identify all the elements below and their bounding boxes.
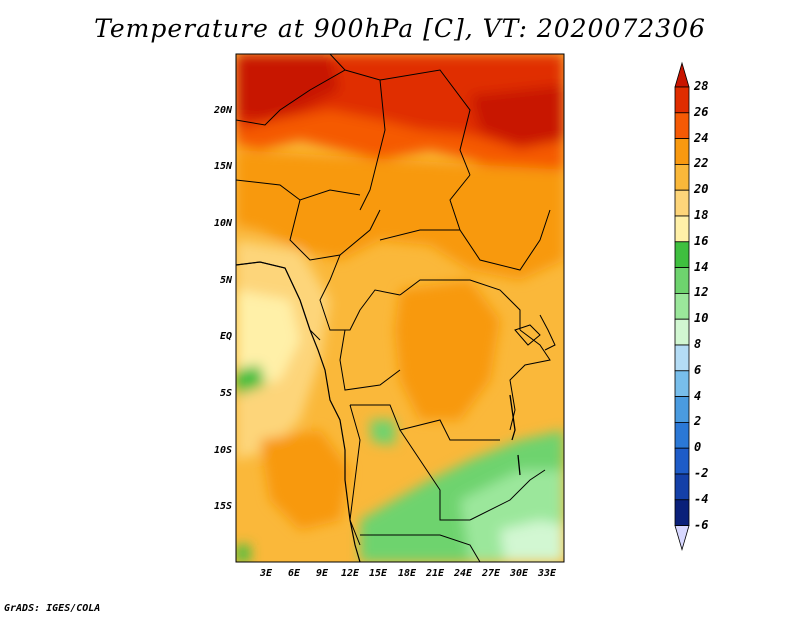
colorbar-segment [674,473,690,501]
chart-title: Temperature at 900hPa [C], VT: 202007230… [94,14,706,43]
colorbar-top-arrow [674,61,690,88]
band-above-28-east [470,85,564,145]
colorbar-segment [674,292,690,320]
colorbar-tick-label: -2 [694,466,709,480]
map-frame [235,53,565,563]
lake-victoria [514,324,541,346]
colorbar-tick-label: 24 [694,130,709,145]
lake-tanganyika [509,394,516,441]
colorbar-segment [674,138,690,165]
lon-tick-label: 9E [315,568,329,579]
band-22-24-congo [395,280,500,420]
lon-tick-label: 30E [509,568,529,579]
lon-tick-label: 12E [340,568,360,579]
colorbar-tick-label: 18 [694,208,709,222]
band-8-10-southeast [500,520,564,562]
lon-tick-label: 21E [425,568,445,579]
lon-tick-label: 15E [368,568,388,579]
lat-tick-label: 5S [219,388,232,399]
band-22-24-south [260,430,350,530]
lat-tick-label: 5N [219,275,232,286]
colorbar-segment [674,267,690,294]
colorbar-segment [674,241,690,269]
band-above-28-west [236,54,340,120]
colorbar-segment [674,215,690,243]
lon-tick-label: 6E [287,568,301,579]
colorbar-segment [674,163,690,191]
lat-tick-label: EQ [219,331,232,342]
colorbar-tick-label: 20 [694,182,709,197]
lake-malawi [517,454,521,476]
coastline [236,261,361,562]
colorbar-segment [674,421,690,449]
colorbar-segment [674,318,690,346]
colorbar-tick-label: 6 [694,362,702,377]
colorbar-segment [674,396,690,423]
colorbar [674,61,690,552]
footer-credit: GrADS: IGES/COLA [4,603,101,614]
colorbar-tick-label: 2 [694,414,702,429]
colorbar-bottom-arrow [674,525,690,552]
colorbar-tick-label: 12 [694,285,709,300]
colorbar-tick-label: 16 [694,233,709,248]
colorbar-segment [674,499,690,526]
lat-tick-label: 15S [213,501,232,512]
colorbar-tick-label: 22 [694,156,709,171]
lat-tick-label: 20N [213,105,232,116]
patch-12-14-central [370,420,395,445]
country-borders [236,54,556,562]
colorbar-tick-label: 8 [694,337,702,351]
lon-tick-label: 33E [537,568,557,579]
lat-tick-label: 10S [213,445,232,456]
band-22-24-belt [236,150,564,280]
colorbar-segment [674,447,690,475]
lon-tick-label: 3E [259,568,273,579]
lat-tick-label: 10N [213,218,232,229]
colorbar-tick-label: 4 [694,388,702,403]
colorbar-segment [674,86,690,114]
colorbar-segment [674,189,690,217]
colorbar-tick-label: 10 [694,311,709,326]
lat-tick-label: 15N [213,161,232,172]
colorbar-segment [674,344,690,372]
patch-14-16-southwest [236,545,250,562]
colorbar-segment [674,112,690,140]
temperature-field [236,54,564,562]
colorbar-tick-label: 14 [694,259,709,274]
colorbar-tick-label: 26 [694,104,709,119]
patch-14-16-west [236,365,265,395]
colorbar-tick-label: 0 [694,440,702,455]
colorbar-tick-label: -6 [694,517,709,532]
colorbar-tick-label: -4 [694,491,709,506]
band-16-18-coast [236,290,300,390]
colorbar-segment [674,370,690,397]
colorbar-tick-label: 28 [694,79,709,93]
lon-tick-label: 24E [453,568,473,579]
lon-tick-label: 18E [397,568,417,579]
lon-tick-label: 27E [481,568,501,579]
